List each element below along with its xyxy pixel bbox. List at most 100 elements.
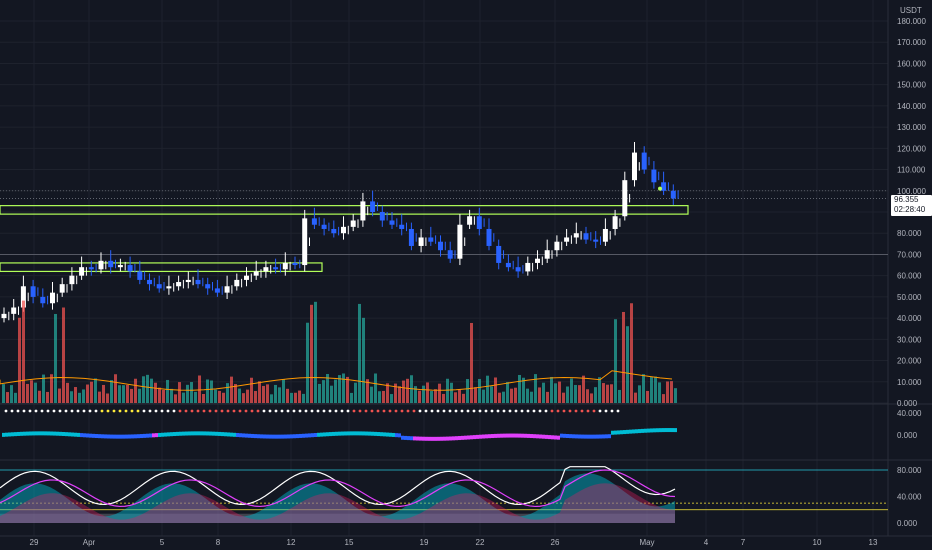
- volume-bar: [486, 375, 489, 403]
- oscillator-1-mark: [41, 431, 44, 436]
- candle: [1, 313, 7, 319]
- volume-bar: [198, 375, 201, 403]
- oscillator-1-mark: [98, 434, 101, 439]
- signal-dot: [274, 409, 278, 413]
- oscillator-1-mark: [44, 431, 47, 436]
- date-tick-label: 19: [420, 538, 429, 547]
- candle: [147, 279, 152, 285]
- volume-bar: [274, 384, 277, 403]
- oscillator-1-mark: [512, 433, 515, 438]
- signal-dot: [508, 409, 512, 413]
- volume-bar: [514, 387, 517, 403]
- volume-bar: [394, 383, 397, 403]
- oscillator-1-mark: [317, 432, 320, 437]
- volume-bar: [246, 389, 249, 403]
- signal-dot: [394, 409, 398, 413]
- oscillator-1-mark: [386, 432, 389, 437]
- support-zone: [0, 205, 689, 215]
- volume-bar: [594, 387, 597, 403]
- candle: [641, 152, 647, 170]
- date-tick-label: 13: [869, 538, 878, 547]
- volume-bar: [306, 322, 309, 403]
- oscillator-1-tick-label: 0.000: [897, 431, 918, 440]
- candle: [661, 182, 667, 191]
- oscillator-1-mark: [164, 432, 167, 437]
- oscillator-1-mark: [344, 431, 347, 436]
- candle: [69, 275, 75, 285]
- volume-bar: [354, 382, 357, 403]
- oscillator-1-mark: [113, 434, 116, 439]
- volume-bar: [658, 382, 661, 403]
- oscillator-1-mark: [653, 428, 656, 433]
- oscillator-1-mark: [434, 436, 437, 441]
- oscillator-1-mark: [431, 436, 434, 441]
- oscillator-1-mark: [479, 434, 482, 439]
- oscillator-1-mark: [74, 432, 77, 437]
- volume-bar: [146, 374, 149, 403]
- oscillator-1-mark: [650, 428, 653, 433]
- signal-dot: [112, 409, 116, 413]
- oscillator-1-mark: [401, 435, 404, 440]
- volume-bar: [154, 382, 157, 403]
- oscillator-1-mark: [536, 434, 539, 439]
- oscillator-1-mark: [248, 433, 251, 438]
- price-tick-label: 120.000: [897, 144, 926, 153]
- candle: [282, 262, 288, 270]
- volume-bar: [634, 392, 637, 403]
- volume-bar: [178, 382, 181, 403]
- oscillator-1-mark: [476, 434, 479, 439]
- price-tick-label: 0.000: [897, 399, 918, 408]
- candle: [389, 220, 395, 225]
- volume-bar: [614, 319, 617, 403]
- oscillator-1-mark: [509, 433, 512, 438]
- oscillator-1-mark: [644, 428, 647, 433]
- time-axis[interactable]: 29 Apr 5 8 12 15 19 22 26 May 4 7 10 13: [30, 538, 878, 547]
- volume-bar: [218, 390, 221, 403]
- signal-dot: [610, 409, 614, 413]
- volume-bar: [526, 388, 529, 403]
- signal-dot: [64, 409, 68, 413]
- oscillator-1-mark: [383, 432, 386, 437]
- oscillator-1-mark: [497, 433, 500, 438]
- price-pane[interactable]: [0, 141, 888, 323]
- signal-dot: [232, 409, 236, 413]
- oscillator-1-mark: [548, 435, 551, 440]
- volume-bar: [342, 373, 345, 403]
- oscillator-1-tick-label: 40.000: [897, 409, 922, 418]
- oscillator-2-tick-label: 40.000: [897, 493, 922, 502]
- candle: [244, 275, 249, 280]
- oscillator-1-mark: [437, 436, 440, 441]
- oscillator-1-mark: [641, 428, 644, 433]
- signal-dot: [94, 409, 98, 413]
- oscillator-1-mark: [68, 432, 71, 437]
- volume-bar: [50, 374, 53, 403]
- oscillator-1-mark: [530, 434, 533, 439]
- volume-bar: [626, 326, 629, 403]
- price-tick-label: 10.000: [897, 378, 922, 387]
- oscillator-1-mark: [425, 436, 428, 441]
- oscillator-1-mark: [173, 432, 176, 437]
- volume-bar: [270, 394, 273, 403]
- signal-dot: [358, 409, 362, 413]
- volume-bar: [446, 378, 449, 403]
- oscillator-1-mark: [389, 432, 392, 437]
- oscillator-1-mark: [458, 436, 461, 441]
- volume-bar: [310, 304, 313, 403]
- signal-dot: [304, 409, 308, 413]
- oscillator-1-mark: [146, 433, 149, 438]
- oscillator-1-mark: [233, 432, 236, 437]
- oscillator-1-mark: [365, 431, 368, 436]
- volume-bar: [26, 383, 29, 403]
- price-axis[interactable]: USDT 180.000 170.000 160.000 150.000 140.000…: [897, 6, 926, 528]
- oscillator-1-mark: [101, 434, 104, 439]
- candle: [263, 267, 269, 272]
- volume-bar: [294, 392, 297, 403]
- oscillator-1-mark: [611, 430, 614, 435]
- oscillator-1-mark: [422, 436, 425, 441]
- oscillator-1-mark: [26, 431, 29, 436]
- volume-bar: [202, 393, 205, 403]
- oscillator-1-mark: [104, 434, 107, 439]
- volume-bar: [426, 382, 429, 403]
- signal-dot: [376, 409, 380, 413]
